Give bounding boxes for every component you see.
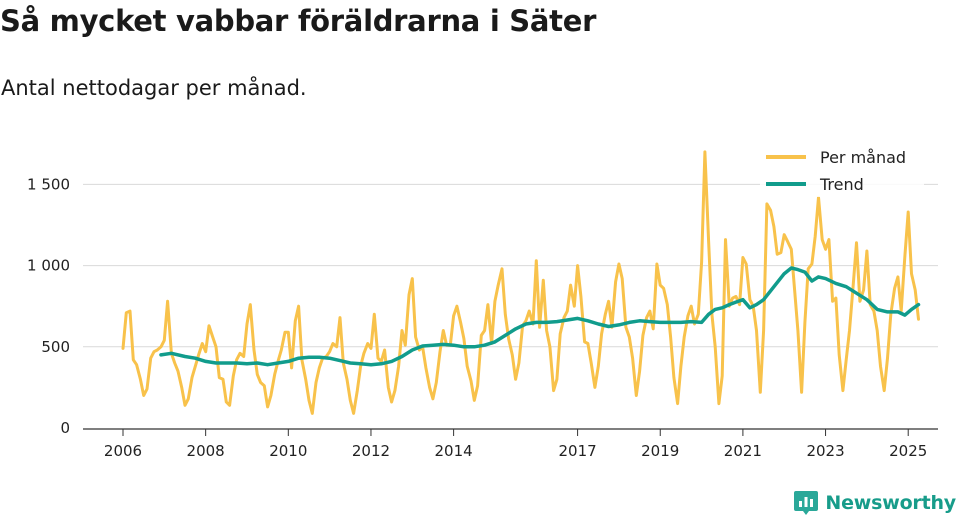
legend: Per månad Trend (760, 143, 924, 197)
legend-label: Per månad (820, 148, 906, 167)
x-tick-label: 2014 (435, 442, 473, 460)
x-tick-label: 2017 (558, 442, 596, 460)
series-line-trend (159, 266, 921, 367)
series-lines (121, 150, 921, 415)
chart-subtitle: Antal nettodagar per månad. (1, 76, 307, 100)
y-tick-label: 1 000 (27, 257, 70, 275)
legend-background (760, 143, 924, 197)
newsworthy-brand: Newsworthy (793, 489, 956, 517)
y-tick-label: 1 500 (27, 175, 70, 193)
x-tick-label: 2019 (641, 442, 679, 460)
x-tick-label: 2012 (352, 442, 390, 460)
x-axis: 2006 2008 2010 2012 2014 2017 2019 2021 2023 2025 (83, 428, 938, 460)
legend-label: Trend (819, 175, 864, 194)
x-tick-label: 2010 (269, 442, 307, 460)
y-tick-label: 500 (41, 338, 70, 356)
x-tick-label: 2023 (806, 442, 844, 460)
x-tick-label: 2021 (724, 442, 762, 460)
x-tick-label: 2006 (104, 442, 142, 460)
x-tick-label: 2008 (187, 442, 225, 460)
x-tick-label: 2025 (889, 442, 927, 460)
y-axis-tick-labels: 0 500 1 000 1 500 (27, 175, 70, 437)
brand-name: Newsworthy (825, 492, 956, 514)
newsworthy-logo-icon (794, 491, 819, 515)
y-tick-label: 0 (60, 419, 70, 437)
chart-title: Så mycket vabbar föräldrarna i Säter (0, 4, 597, 38)
